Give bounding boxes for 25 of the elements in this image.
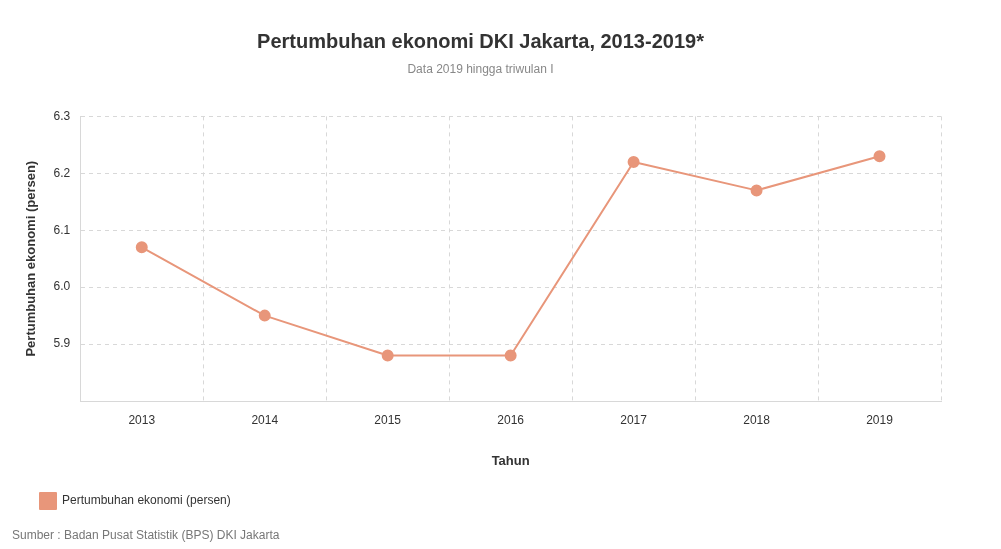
y-tick-label: 6.2 <box>53 165 71 180</box>
text: Sumber : Badan Pusat Statistik (BPS) DKI Jakarta <box>12 528 280 542</box>
y-axis-title: Pertumbuhan ekonomi (persen) <box>23 160 39 357</box>
point <box>504 349 517 362</box>
chart-title: Pertumbuhan ekonomi DKI Jakarta, 2013-2019* <box>257 29 705 52</box>
y-tick-label: 5.9 <box>53 336 71 351</box>
legend-label: Pertumbuhan ekonomi (persen) <box>62 493 231 508</box>
y-tick-label: 6.3 <box>53 108 71 123</box>
point <box>258 309 271 322</box>
y-tick-label: 6.1 <box>53 222 71 237</box>
x-axis-title: Tahun <box>491 452 530 468</box>
point <box>750 184 763 197</box>
x-tick-label: 2015 <box>374 412 402 427</box>
y-tick-label: 6.0 <box>53 279 71 294</box>
point <box>873 150 886 163</box>
x-tick-label: 2016 <box>497 412 525 427</box>
x-tick-label: 2018 <box>743 412 771 427</box>
point <box>381 349 394 362</box>
x-tick-label: 2019 <box>866 412 894 427</box>
x-tick-label: 2013 <box>128 412 156 427</box>
x-tick-label: 2014 <box>251 412 279 427</box>
point <box>627 155 640 168</box>
x-tick-label: 2017 <box>620 412 648 427</box>
point <box>135 241 148 254</box>
chart-subtitle: Data 2019 hingga triwulan I <box>407 61 554 76</box>
